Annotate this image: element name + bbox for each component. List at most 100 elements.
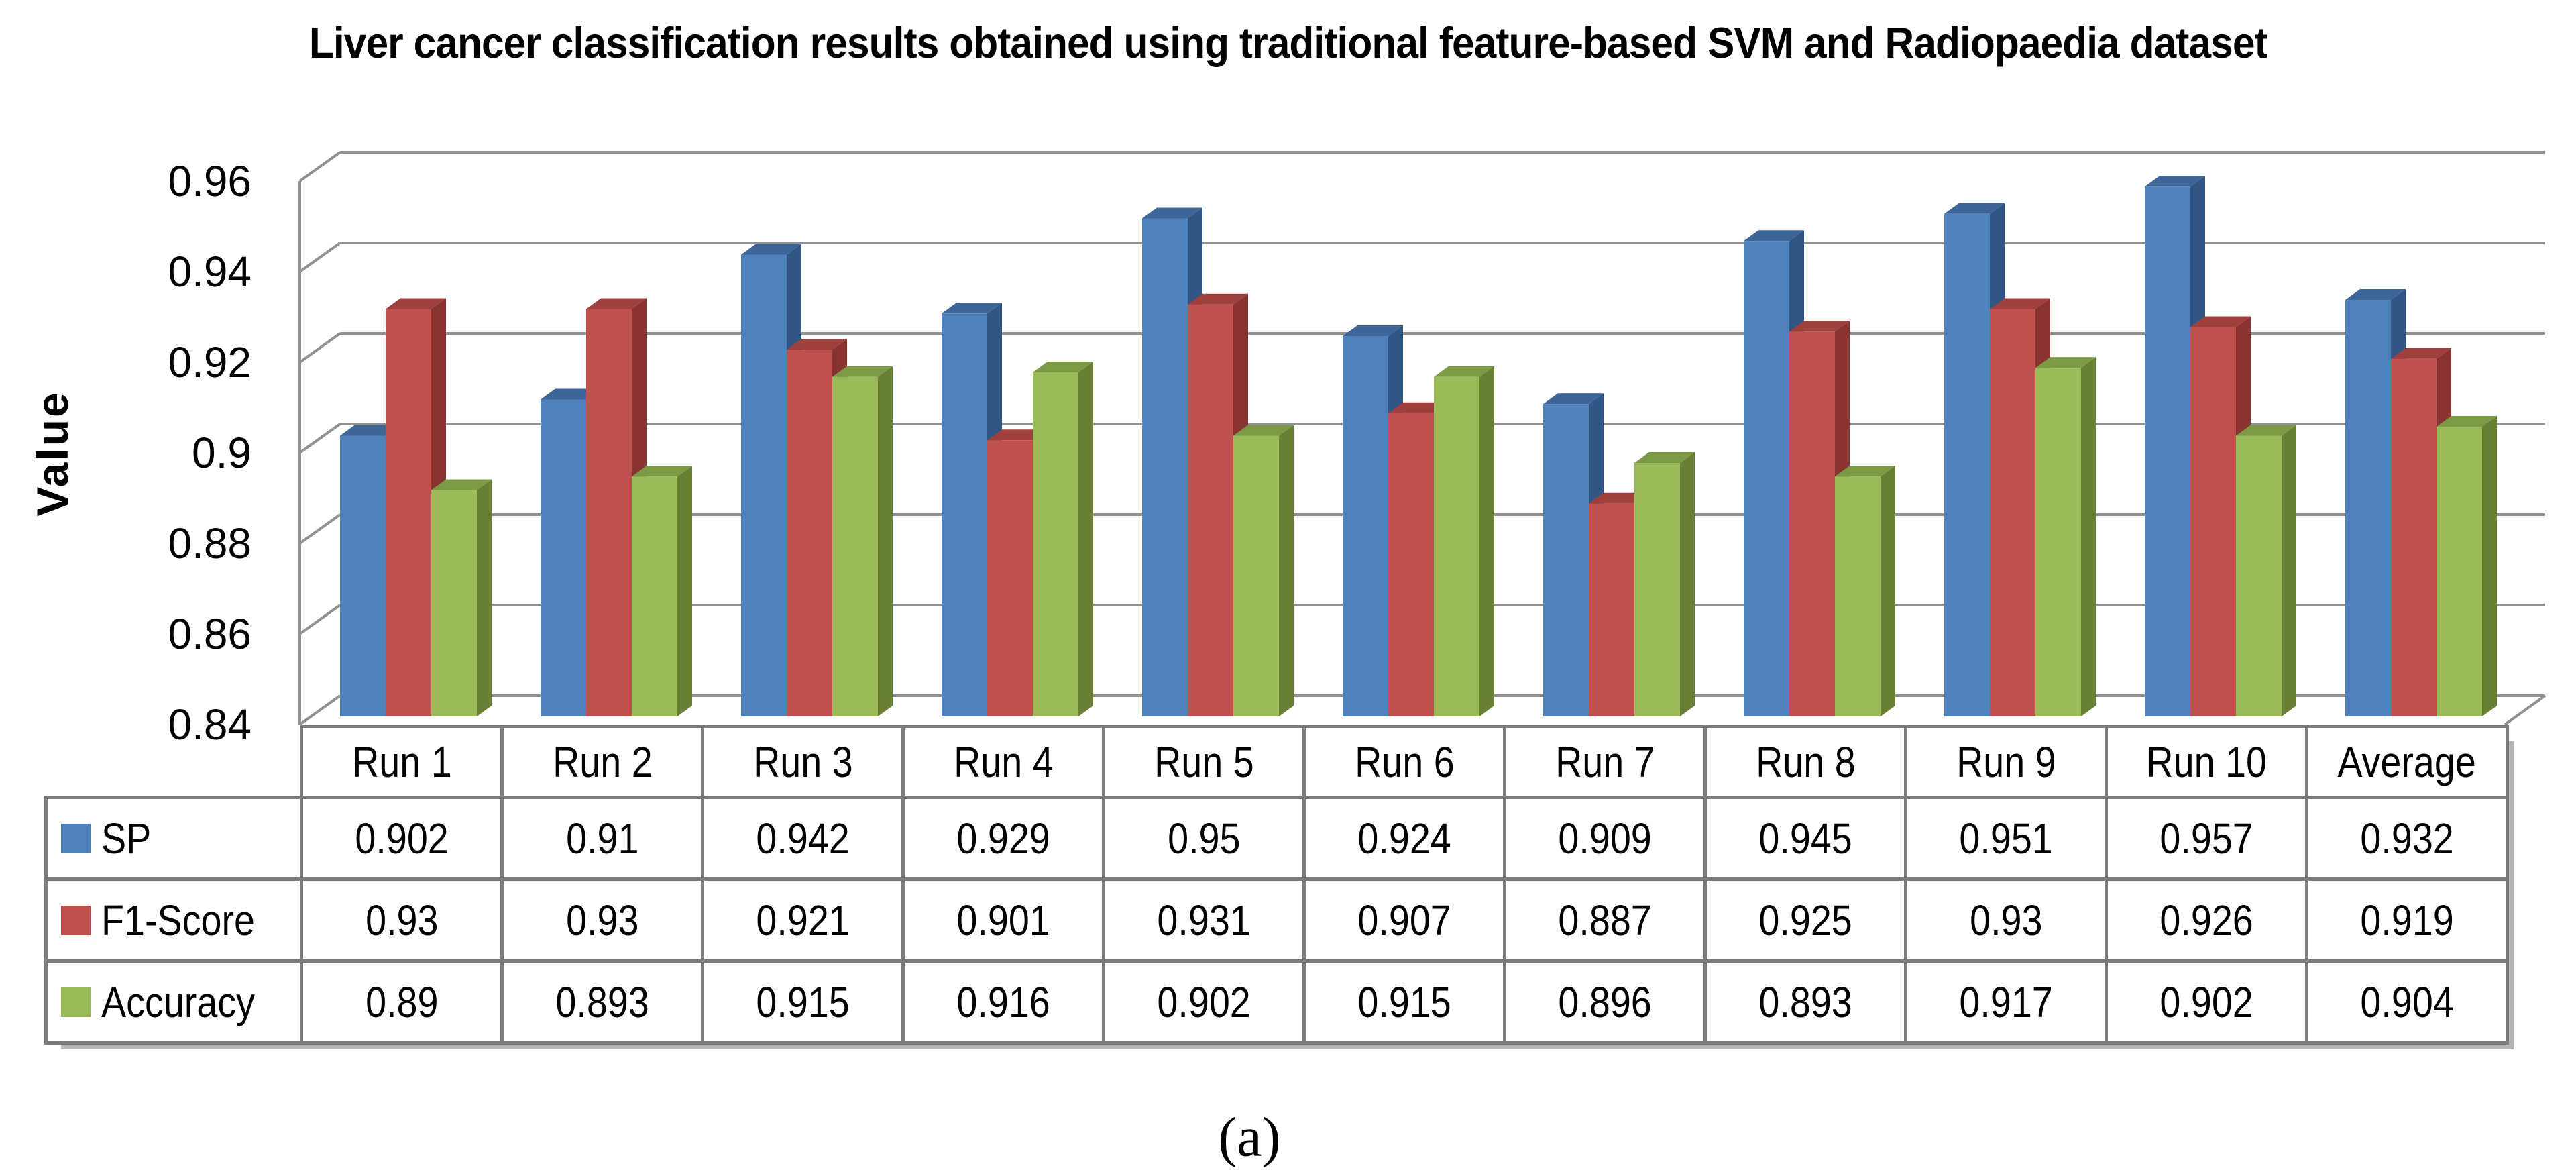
value-cell-sp-average: 0.932 (2305, 796, 2509, 881)
column-header-label: Run 3 (752, 737, 853, 786)
column-header-run-1: Run 1 (300, 725, 504, 799)
value-cell-f1-score-run-10: 0.926 (2105, 877, 2308, 963)
bar-f1-score-run-6-top (1388, 402, 1449, 413)
bar-accuracy-run-8-side (1881, 466, 1895, 716)
column-header-run-7: Run 7 (1503, 725, 1707, 799)
bar-accuracy-run-6-top (1434, 366, 1494, 377)
bar-f1-score-run-1-top (386, 298, 446, 309)
legend-cell-sp: SP (44, 796, 303, 881)
table-head: Run 1 Run 2 Run 3 Run 4 Run 5 Run 6 Run 7 Run 8… (46, 725, 2509, 799)
value-cell-sp-run-6: 0.924 (1302, 796, 1506, 881)
bar-accuracy-run-8 (1835, 476, 1881, 716)
value-text: 0.95 (1167, 814, 1241, 863)
value-cell-sp-run-7: 0.909 (1503, 796, 1707, 881)
table-corner-cell (46, 727, 302, 798)
value-text: 0.902 (1157, 977, 1251, 1026)
bar-accuracy-average-side (2482, 416, 2497, 716)
value-text: 0.915 (756, 977, 850, 1026)
column-header-label: Run 9 (1956, 737, 2056, 786)
bar-f1-score-run-2 (586, 309, 632, 716)
bar-accuracy-run-2 (632, 476, 677, 716)
bar-accuracy-run-8-top (1835, 466, 1895, 477)
value-cell-f1-score-run-4: 0.901 (901, 877, 1105, 963)
results-table: Run 1 Run 2 Run 3 Run 4 Run 5 Run 6 Run 7 Run 8… (44, 725, 2509, 1045)
y-axis-tick-label-0-96: 0.96 (168, 157, 251, 205)
gridline-depth-0-9 (298, 423, 341, 454)
bar-accuracy-run-10 (2236, 435, 2282, 716)
bar-sp-run-3 (741, 254, 787, 716)
bar-f1-score-run-7-top (1589, 492, 1649, 504)
value-cell-f1-score-run-5: 0.931 (1102, 877, 1306, 963)
bar-accuracy-run-3 (832, 376, 878, 716)
bar-sp-run-2 (541, 399, 586, 716)
gridline-depth-0-94 (298, 242, 341, 273)
bar-accuracy-run-4-top (1033, 362, 1093, 372)
bar-sp-run-5 (1142, 218, 1188, 716)
bar-accuracy-run-10-side (2282, 425, 2296, 716)
value-text: 0.93 (365, 896, 439, 945)
gridline-depth-0-96 (298, 151, 341, 182)
value-cell-accuracy-run-6: 0.915 (1302, 959, 1506, 1045)
table-row-accuracy: Accuracy 0.89 0.893 0.915 0.916 0.902 0.915 0.8… (44, 959, 2509, 1045)
column-header-run-3: Run 3 (701, 725, 905, 799)
bar-accuracy-run-1-side (477, 479, 492, 716)
value-text: 0.907 (1357, 896, 1451, 945)
bar-sp-run-10 (2145, 186, 2190, 716)
bar-sp-run-6 (1343, 336, 1388, 716)
bar-f1-score-run-1 (386, 309, 431, 716)
value-text: 0.926 (2160, 896, 2253, 945)
bar-f1-score-run-8-top (1789, 321, 1850, 332)
bar-accuracy-run-7-top (1634, 452, 1695, 463)
value-text: 0.916 (956, 977, 1050, 1026)
column-header-run-6: Run 6 (1302, 725, 1506, 799)
bar-f1-score-run-9 (1990, 309, 2035, 716)
legend-entry: Accuracy (50, 977, 298, 1027)
bar-sp-run-3-top (741, 244, 801, 255)
value-text: 0.945 (1758, 814, 1852, 863)
bar-accuracy-run-9 (2035, 368, 2081, 716)
value-text: 0.915 (1357, 977, 1451, 1026)
legend-cell-f1-score: F1-Score (44, 877, 303, 963)
value-cell-f1-score-run-8: 0.925 (1703, 877, 1907, 963)
bar-accuracy-run-9-side (2081, 357, 2096, 716)
value-cell-accuracy-run-5: 0.902 (1102, 959, 1306, 1045)
value-cell-accuracy-run-4: 0.916 (901, 959, 1105, 1045)
value-text: 0.902 (355, 814, 449, 863)
value-cell-f1-score-run-9: 0.93 (1904, 877, 2108, 963)
y-axis-tick-label-0-88: 0.88 (168, 519, 251, 568)
bar-accuracy-run-9-top (2035, 357, 2096, 368)
bar-sp-run-6-top (1343, 325, 1403, 336)
value-text: 0.89 (365, 977, 439, 1026)
column-header-run-5: Run 5 (1102, 725, 1306, 799)
value-text: 0.921 (756, 896, 850, 945)
value-cell-accuracy-run-8: 0.893 (1703, 959, 1907, 1045)
value-cell-f1-score-run-7: 0.887 (1503, 877, 1707, 963)
value-text: 0.887 (1558, 896, 1652, 945)
legend-swatch-f1-score (61, 905, 91, 935)
bar-f1-score-run-2-top (586, 298, 647, 309)
bar-sp-run-8-top (1744, 230, 1804, 242)
legend-cell-accuracy: Accuracy (44, 959, 303, 1045)
bar-sp-run-7-top (1543, 393, 1604, 405)
bar-f1-score-run-7 (1589, 503, 1634, 716)
y-axis-tick-label-0-84: 0.84 (168, 700, 251, 749)
bar-accuracy-run-2-top (632, 466, 692, 477)
column-header-run-4: Run 4 (901, 725, 1105, 799)
value-text: 0.93 (565, 896, 639, 945)
value-text: 0.904 (2360, 977, 2454, 1026)
bar-accuracy-run-10-top (2236, 425, 2296, 436)
value-cell-f1-score-run-6: 0.907 (1302, 877, 1506, 963)
column-header-average: Average (2305, 725, 2509, 799)
column-header-run-10: Run 10 (2105, 725, 2308, 799)
value-text: 0.909 (1558, 814, 1652, 863)
value-text: 0.93 (1969, 896, 2043, 945)
bar-accuracy-average-top (2437, 416, 2497, 427)
gridline-depth-0-84 (298, 694, 341, 726)
chart-title-text: Liver cancer classification results obta… (309, 18, 2268, 67)
value-cell-f1-score-run-1: 0.93 (300, 877, 504, 963)
legend-entry: F1-Score (50, 896, 298, 945)
gridline-depth-0-86 (298, 604, 341, 635)
value-text: 0.932 (2360, 814, 2454, 863)
bar-sp-run-2-top (541, 388, 601, 400)
bar-sp-run-1 (340, 435, 386, 716)
